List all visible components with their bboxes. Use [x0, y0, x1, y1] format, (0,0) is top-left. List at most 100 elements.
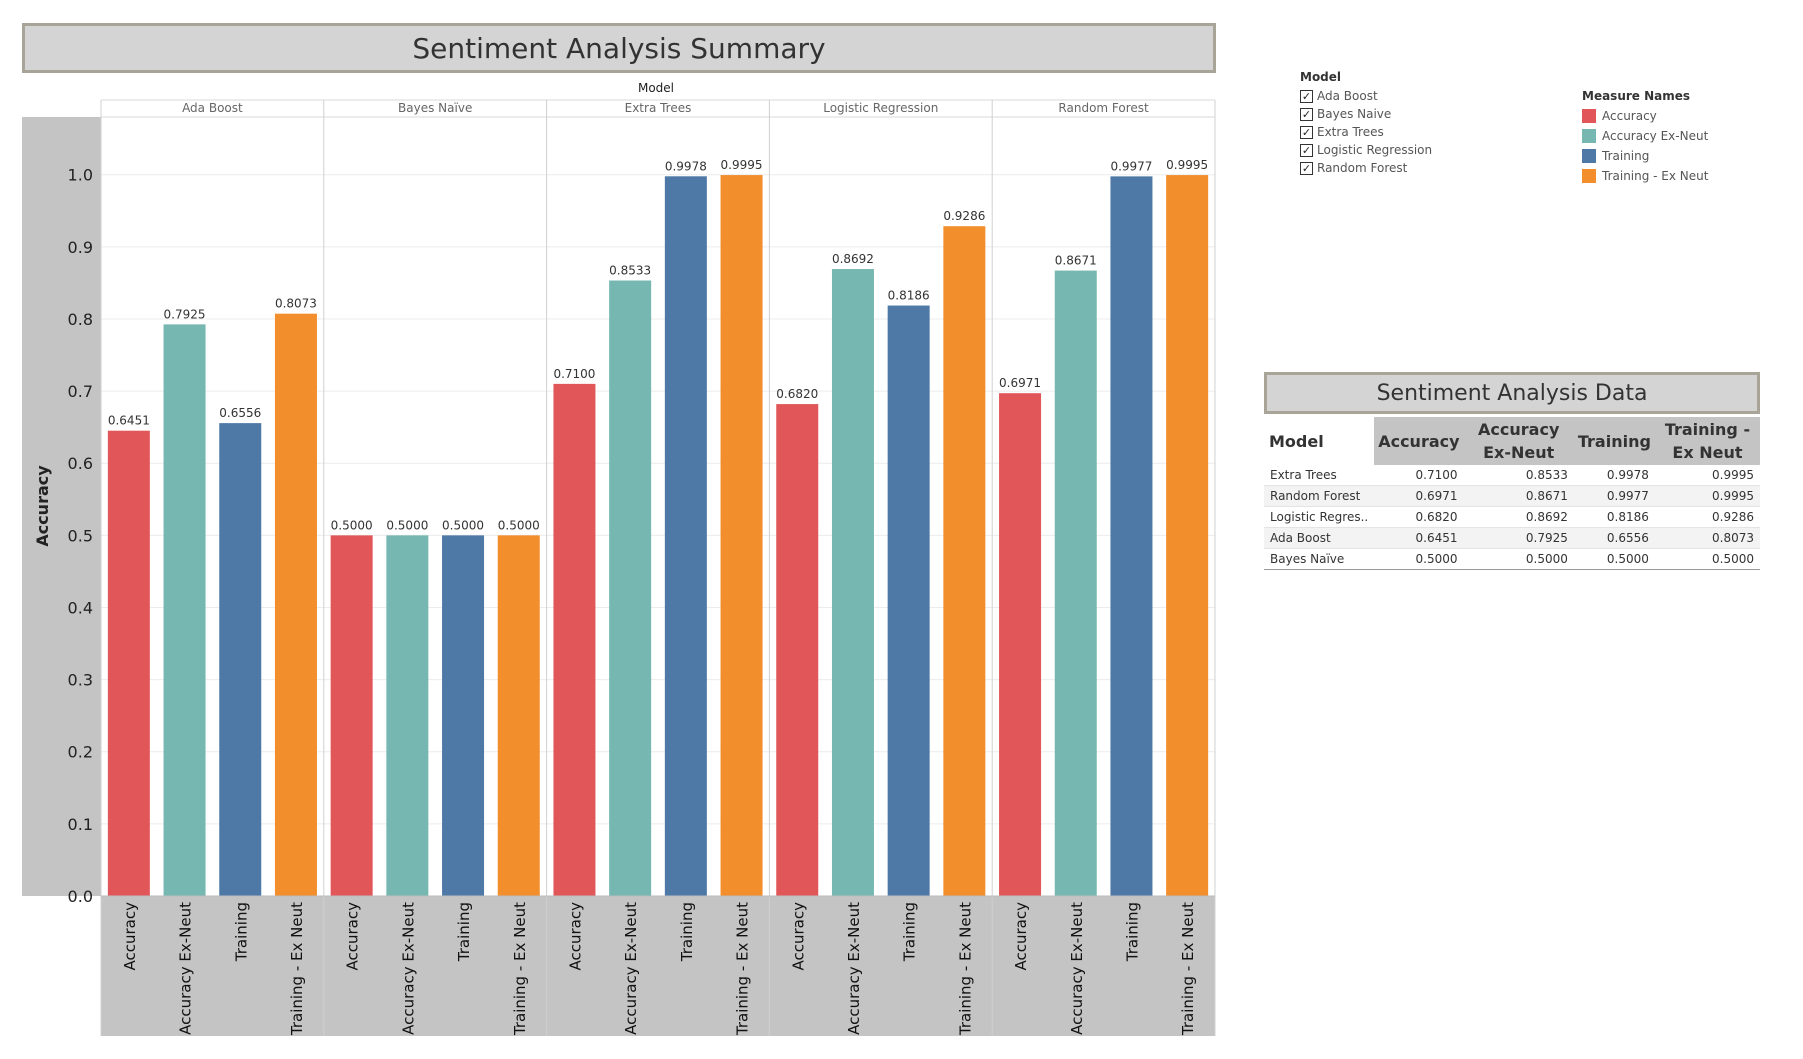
table-header: Training - Ex Neut — [1654, 417, 1760, 465]
x-tick-label: Accuracy — [1012, 902, 1030, 971]
measure-legend-title: Measure Names — [1582, 89, 1691, 103]
checkbox-icon[interactable]: ✓ — [1300, 125, 1313, 139]
table-cell-value: 0.7100 — [1374, 465, 1464, 486]
bar-value-label: 0.9995 — [721, 158, 763, 172]
x-tick-label: Training — [901, 902, 919, 962]
bar-value-label: 0.7925 — [164, 307, 206, 321]
table-cell-value: 0.7925 — [1463, 527, 1574, 549]
bar — [1166, 175, 1209, 897]
y-axis-label: Accuracy — [33, 465, 52, 547]
table-cell-model: Bayes Naïve — [1264, 548, 1375, 570]
color-swatch — [1582, 109, 1596, 123]
model-filter-item[interactable]: ✓ Ada Boost — [1300, 87, 1432, 105]
table-cell-value: 0.8533 — [1463, 465, 1574, 486]
table-cell-value: 0.5000 — [1463, 548, 1574, 570]
table-row: Ada Boost 0.6451 0.7925 0.6556 0.8073 — [1264, 527, 1760, 549]
table-cell-value: 0.8692 — [1463, 506, 1574, 528]
chart-title: Sentiment Analysis Summary — [22, 23, 1216, 73]
bar-value-label: 0.8533 — [609, 264, 651, 278]
checkbox-icon[interactable]: ✓ — [1300, 143, 1313, 157]
y-tick-label: 0.6 — [68, 454, 93, 473]
bar-value-label: 0.7100 — [553, 367, 595, 381]
table-cell-value: 0.6451 — [1374, 527, 1464, 549]
bar — [107, 430, 150, 896]
table-cell-value: 0.9286 — [1654, 506, 1760, 528]
color-swatch — [1582, 149, 1596, 163]
table-cell-model: Logistic Regres.. — [1264, 506, 1375, 528]
table-row: Random Forest 0.6971 0.8671 0.9977 0.9995 — [1264, 485, 1760, 507]
bar-value-label: 0.8671 — [1055, 254, 1097, 268]
model-filter-item[interactable]: ✓ Extra Trees — [1300, 123, 1432, 141]
y-tick-label: 0.2 — [68, 743, 93, 762]
table-row: Extra Trees 0.7100 0.8533 0.9978 0.9995 — [1264, 465, 1760, 486]
table-cell-model: Ada Boost — [1264, 527, 1375, 549]
x-tick-label: Accuracy Ex-Neut — [622, 902, 640, 1035]
x-tick-label: Accuracy Ex-Neut — [1068, 902, 1086, 1035]
model-filter-label: Ada Boost — [1317, 89, 1378, 103]
bar — [887, 305, 930, 896]
table-cell-value: 0.9978 — [1573, 465, 1655, 486]
measure-legend-label: Accuracy — [1602, 109, 1657, 123]
checkbox-icon[interactable]: ✓ — [1300, 107, 1313, 121]
model-filter-label: Logistic Regression — [1317, 143, 1433, 157]
bar-value-label: 0.9286 — [943, 209, 985, 223]
x-tick-label: Accuracy — [789, 902, 807, 971]
model-filter-label: Extra Trees — [1317, 125, 1384, 139]
panel: Bayes Naïve 0.5000 Accuracy 0.5000 Accuracy … — [323, 100, 540, 1036]
bar-value-label: 0.8692 — [832, 252, 874, 266]
table-cell-value: 0.6971 — [1374, 485, 1464, 507]
bar-value-label: 0.6971 — [999, 376, 1041, 390]
bar-value-label: 0.5000 — [442, 518, 484, 532]
model-filter-item[interactable]: ✓ Bayes Naive — [1300, 105, 1432, 123]
bar — [720, 175, 763, 897]
measure-legend-label: Training — [1602, 149, 1650, 163]
checkbox-icon[interactable]: ✓ — [1300, 89, 1313, 103]
bar — [1110, 176, 1153, 897]
model-legend: Model ✓ Ada Boost ✓ Bayes Naive ✓ Extra Trees… — [1300, 70, 1432, 177]
model-legend-title: Model — [1300, 70, 1342, 84]
x-tick-label: Training - Ex Neut — [288, 902, 306, 1036]
x-tick-label: Accuracy Ex-Neut — [177, 902, 195, 1035]
bar-value-label: 0.5000 — [386, 518, 428, 532]
measure-legend-item: Training - Ex Neut — [1582, 166, 1708, 186]
y-axis-band — [22, 117, 101, 896]
y-tick-label: 0.0 — [68, 887, 93, 906]
bar — [831, 269, 874, 896]
bar-chart: 0.0 0.1 0.2 0.3 0.4 0.5 0.6 0.7 0.8 0.9 1.0 Accurac… — [22, 81, 1216, 1036]
panel-header: Extra Trees — [625, 101, 692, 115]
x-tick-label: Accuracy Ex-Neut — [845, 902, 863, 1035]
panel-header: Random Forest — [1058, 101, 1149, 115]
table-cell-value: 0.5000 — [1573, 548, 1655, 570]
bar — [553, 383, 596, 896]
x-tick-label: Training — [1123, 902, 1141, 962]
bar — [330, 535, 373, 896]
table-header: Accuracy Ex-Neut — [1463, 417, 1574, 465]
table-cell-value: 0.5000 — [1374, 548, 1464, 570]
panel-header: Bayes Naïve — [398, 101, 472, 115]
panel: Extra Trees 0.7100 Accuracy 0.8533 Accuracy … — [546, 100, 763, 1036]
y-tick-label: 0.1 — [68, 815, 93, 834]
table-cell-value: 0.8073 — [1654, 527, 1760, 549]
bar-value-label: 0.8073 — [275, 297, 317, 311]
bar — [943, 226, 986, 897]
bar — [497, 535, 540, 896]
table-cell-value: 0.6820 — [1374, 506, 1464, 528]
model-filter-label: Bayes Naive — [1317, 107, 1392, 121]
measure-legend-label: Training - Ex Neut — [1602, 169, 1709, 183]
x-tick-label: Accuracy — [344, 902, 362, 971]
bar — [776, 404, 819, 896]
x-tick-label: Accuracy — [121, 902, 139, 971]
bar-value-label: 0.9995 — [1166, 158, 1208, 172]
model-filter-item[interactable]: ✓ Logistic Regression — [1300, 141, 1432, 159]
table-header-model: Model — [1264, 417, 1375, 465]
data-table: Model Accuracy Accuracy Ex-Neut Training Tra… — [1264, 417, 1760, 570]
bar — [1054, 270, 1097, 897]
checkbox-icon[interactable]: ✓ — [1300, 161, 1313, 175]
model-filter-item[interactable]: ✓ Random Forest — [1300, 159, 1432, 177]
y-tick-label: 0.4 — [68, 598, 93, 617]
table-cell-value: 0.8671 — [1463, 485, 1574, 507]
x-tick-label: Training - Ex Neut — [734, 902, 752, 1036]
bar — [442, 535, 485, 896]
bar — [163, 324, 206, 896]
y-tick-label: 0.7 — [68, 382, 93, 401]
